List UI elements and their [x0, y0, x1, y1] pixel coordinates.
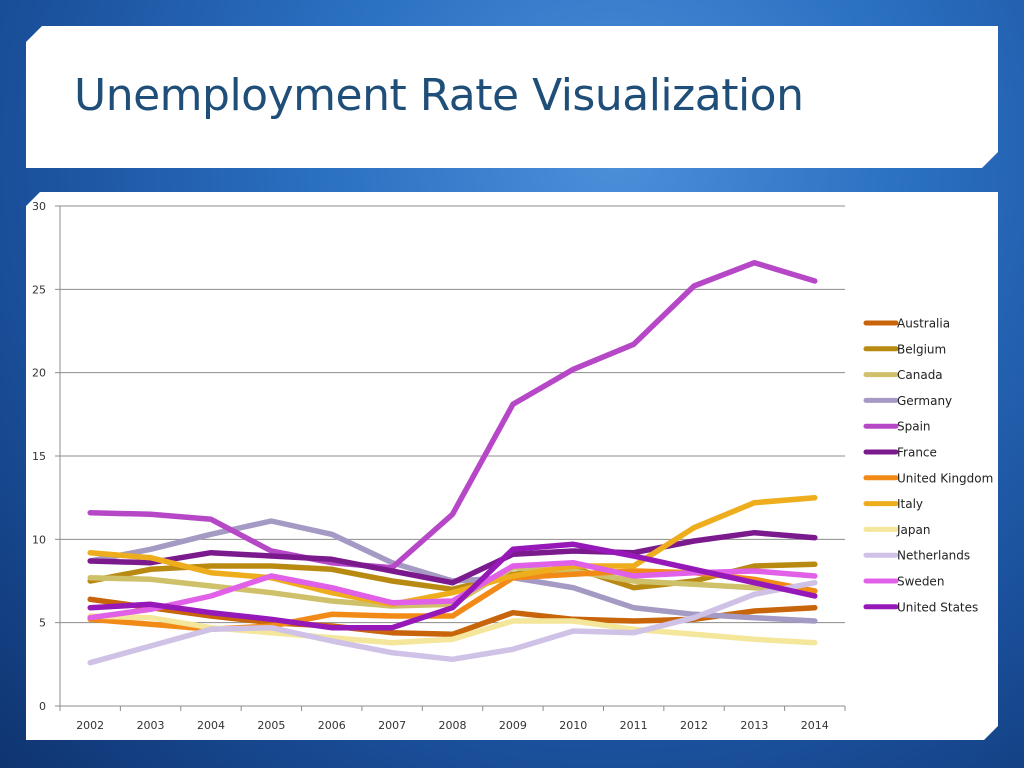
- y-tick-label: 5: [39, 617, 46, 630]
- x-tick-label: 2012: [680, 719, 708, 732]
- series-line-united-states: [87, 541, 818, 631]
- x-tick-label: 2006: [318, 719, 346, 732]
- legend-label: Italy: [897, 497, 923, 511]
- y-tick-label: 0: [39, 700, 46, 713]
- x-tick-label: 2008: [439, 719, 467, 732]
- series-line-france: [87, 529, 818, 586]
- x-tick-label: 2014: [801, 719, 829, 732]
- x-tick-label: 2013: [740, 719, 768, 732]
- legend-label: Sweden: [897, 575, 944, 589]
- x-tick-label: 2007: [378, 719, 406, 732]
- legend-label: Belgium: [897, 342, 946, 356]
- series-line-belgium: [87, 561, 818, 593]
- y-tick-label: 15: [32, 450, 46, 463]
- x-tick-label: 2002: [76, 719, 104, 732]
- legend-label: Germany: [897, 394, 952, 408]
- x-tick-label: 2011: [620, 719, 648, 732]
- series-line-spain: [87, 259, 818, 571]
- x-tick-label: 2003: [137, 719, 165, 732]
- slide-title: Unemployment Rate Visualization: [74, 70, 804, 121]
- y-tick-label: 30: [32, 200, 46, 213]
- legend-label: United States: [897, 600, 978, 614]
- y-tick-label: 20: [32, 367, 46, 380]
- x-tick-label: 2005: [257, 719, 285, 732]
- legend-label: Australia: [897, 317, 950, 331]
- x-tick-label: 2004: [197, 719, 225, 732]
- x-tick-label: 2010: [559, 719, 587, 732]
- series-line-italy: [87, 494, 818, 608]
- legend-label: United Kingdom: [897, 471, 993, 485]
- legend-label: Spain: [897, 420, 931, 434]
- series-line-sweden: [87, 559, 818, 621]
- x-tick-label: 2009: [499, 719, 527, 732]
- y-tick-label: 25: [32, 283, 46, 296]
- series-line-netherlands: [87, 579, 818, 666]
- title-card: [26, 26, 998, 168]
- legend-label: Netherlands: [897, 549, 970, 563]
- legend-label: Japan: [896, 523, 930, 537]
- y-tick-label: 10: [32, 533, 46, 546]
- legend-label: Canada: [897, 368, 943, 382]
- legend-label: France: [897, 446, 937, 460]
